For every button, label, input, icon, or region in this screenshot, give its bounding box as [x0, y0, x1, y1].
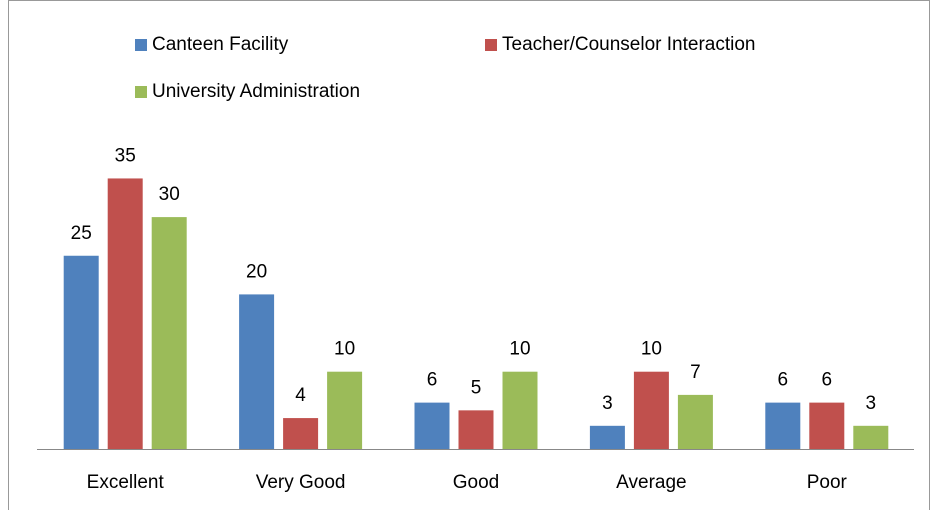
- bar: [458, 410, 494, 449]
- legend-swatch: [485, 39, 497, 51]
- x-tick-label: Poor: [807, 472, 848, 493]
- bar: [853, 425, 889, 449]
- data-label: 10: [509, 339, 530, 360]
- bar: [63, 255, 99, 449]
- bar: [633, 371, 669, 449]
- data-label: 10: [641, 339, 662, 360]
- data-label: 35: [115, 145, 136, 166]
- data-label: 3: [602, 393, 613, 414]
- bar: [809, 402, 845, 449]
- data-label: 7: [690, 362, 701, 383]
- bar: [414, 402, 450, 449]
- data-label: 30: [159, 184, 180, 205]
- data-label: 20: [246, 261, 267, 282]
- legend-label: University Administration: [152, 81, 360, 102]
- data-label: 3: [866, 393, 877, 414]
- x-tick-label: Good: [453, 472, 499, 493]
- data-label: 4: [295, 385, 306, 406]
- data-label: 5: [471, 377, 482, 398]
- legend-swatch: [135, 39, 147, 51]
- data-label: 6: [427, 370, 438, 391]
- bar: [283, 418, 319, 449]
- x-tick-label: Average: [616, 472, 686, 493]
- bar: [502, 371, 538, 449]
- bar: [107, 178, 143, 449]
- x-tick-label: Very Good: [256, 472, 346, 493]
- legend-label: Canteen Facility: [152, 34, 289, 55]
- bar: [677, 394, 713, 449]
- bar: [589, 425, 625, 449]
- bar: [151, 217, 187, 449]
- bar: [327, 371, 363, 449]
- x-tick-label: Excellent: [87, 472, 165, 493]
- data-label: 6: [778, 370, 789, 391]
- data-label: 25: [71, 223, 92, 244]
- data-label: 10: [334, 339, 355, 360]
- legend-label: Teacher/Counselor Interaction: [502, 34, 755, 55]
- bar: [239, 294, 275, 449]
- bar: [765, 402, 801, 449]
- legend-swatch: [135, 86, 147, 98]
- data-label: 6: [822, 370, 833, 391]
